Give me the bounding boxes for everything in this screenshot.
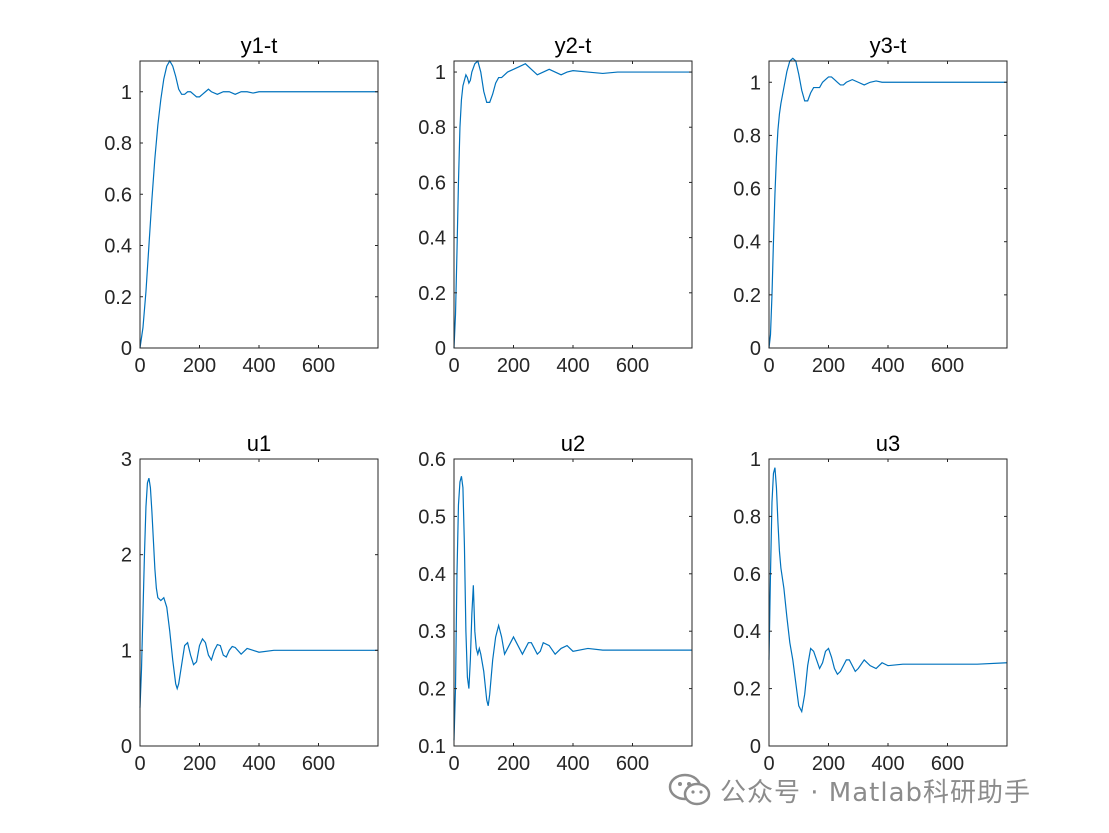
x-tick-label: 0 [134, 355, 145, 377]
y-tick-label: 0.4 [733, 621, 761, 643]
y-tick-label: 0.6 [418, 449, 446, 471]
series-line [139, 59, 378, 349]
axes-box [453, 458, 693, 747]
y-tick-label: 0 [750, 736, 761, 758]
watermark: 公众号 · Matlab科研助手 [668, 770, 1031, 810]
subplot-title: y2-t [555, 33, 592, 58]
axes-box [768, 60, 1008, 349]
subplot-1: y1-t 0 200 400 600 0 0.2 0.4 0.6 0.8 1 [104, 33, 379, 377]
y-tick-label: 0.2 [733, 285, 761, 307]
axes-box [768, 458, 1008, 747]
x-tick-label: 0 [448, 355, 459, 377]
x-tick-label: 200 [497, 355, 530, 377]
x-tick-label: 200 [812, 355, 845, 377]
x-tick-label: 600 [931, 355, 964, 377]
y-tick-label: 0.4 [418, 228, 446, 250]
y-tick-label: 0.8 [104, 133, 132, 155]
y-tick-label: 0.4 [733, 232, 761, 254]
subplot-title: u3 [876, 431, 900, 456]
subplot-title: u2 [561, 431, 585, 456]
x-tick-label: 0 [448, 753, 459, 775]
x-tick-label: 600 [616, 753, 649, 775]
x-tick-label: 200 [497, 753, 530, 775]
x-tick-label: 200 [812, 753, 845, 775]
subplot-3: y3-t 0 200 400 600 0 0.2 0.4 0.6 0.8 1 [733, 33, 1008, 377]
subplot-4: u1 0 200 400 600 0 1 2 3 [121, 431, 379, 775]
y-tick-label: 0.2 [418, 679, 446, 701]
y-tick-label: 1 [121, 82, 132, 104]
x-tick-label: 400 [871, 753, 904, 775]
subplot-2: y2-t 0 200 400 600 0 0.2 0.4 0.6 0.8 1 [418, 33, 693, 377]
axes-box [139, 458, 379, 747]
y-tick-label: 0.2 [418, 283, 446, 305]
y-tick-label: 0 [435, 338, 446, 360]
y-tick-label: 0 [121, 338, 132, 360]
series-line [768, 467, 1008, 714]
wechat-icon [668, 773, 711, 806]
y-tick-label: 0.4 [104, 236, 132, 258]
watermark-text: 公众号 · Matlab科研助手 [720, 777, 1032, 808]
y-tick-label: 1 [435, 62, 446, 84]
x-tick-label: 200 [183, 355, 216, 377]
y-tick-label: 1 [121, 640, 132, 662]
y-tick-label: 0.2 [104, 287, 132, 309]
x-tick-label: 400 [871, 355, 904, 377]
y-tick-label: 0.3 [418, 621, 446, 643]
series-line [139, 477, 378, 708]
x-tick-label: 400 [556, 355, 589, 377]
x-tick-label: 0 [763, 753, 774, 775]
subplot-title: u1 [247, 431, 271, 456]
y-tick-label: 0.8 [418, 117, 446, 139]
y-tick-label: 0.8 [733, 125, 761, 147]
x-tick-label: 200 [183, 753, 216, 775]
x-tick-label: 0 [134, 753, 145, 775]
y-tick-label: 0.4 [418, 564, 446, 586]
x-tick-label: 600 [616, 355, 649, 377]
y-tick-label: 0.5 [418, 506, 446, 528]
y-tick-label: 1 [750, 449, 761, 471]
series-line [453, 476, 692, 741]
subplot-5: u2 0 200 400 600 0.1 0.2 0.3 0.4 0.5 0.6 [418, 431, 693, 775]
axes-box [139, 60, 379, 349]
subplot-title: y3-t [870, 33, 907, 58]
series-line [453, 59, 692, 349]
y-tick-label: 2 [121, 545, 132, 567]
x-tick-label: 400 [242, 753, 275, 775]
axes-box [453, 60, 693, 349]
x-tick-label: 400 [556, 753, 589, 775]
y-tick-label: 0 [750, 338, 761, 360]
y-tick-label: 0 [121, 736, 132, 758]
y-tick-label: 0.2 [733, 679, 761, 701]
y-tick-label: 0.6 [418, 172, 446, 194]
x-tick-label: 400 [242, 355, 275, 377]
y-tick-label: 0.8 [733, 506, 761, 528]
y-tick-label: 1 [750, 72, 761, 94]
x-tick-label: 600 [302, 753, 335, 775]
y-tick-label: 0.1 [418, 736, 446, 758]
x-tick-label: 600 [931, 753, 964, 775]
x-tick-label: 0 [763, 355, 774, 377]
subplot-6: u3 0 200 400 600 0 0.2 0.4 0.6 0.8 1 [733, 431, 1008, 775]
series-line [768, 57, 1007, 349]
subplot-title: y1-t [241, 33, 278, 58]
y-tick-label: 3 [121, 449, 132, 471]
x-tick-label: 600 [302, 355, 335, 377]
y-tick-label: 0.6 [104, 184, 132, 206]
y-tick-label: 0.6 [733, 179, 761, 201]
y-tick-label: 0.6 [733, 564, 761, 586]
